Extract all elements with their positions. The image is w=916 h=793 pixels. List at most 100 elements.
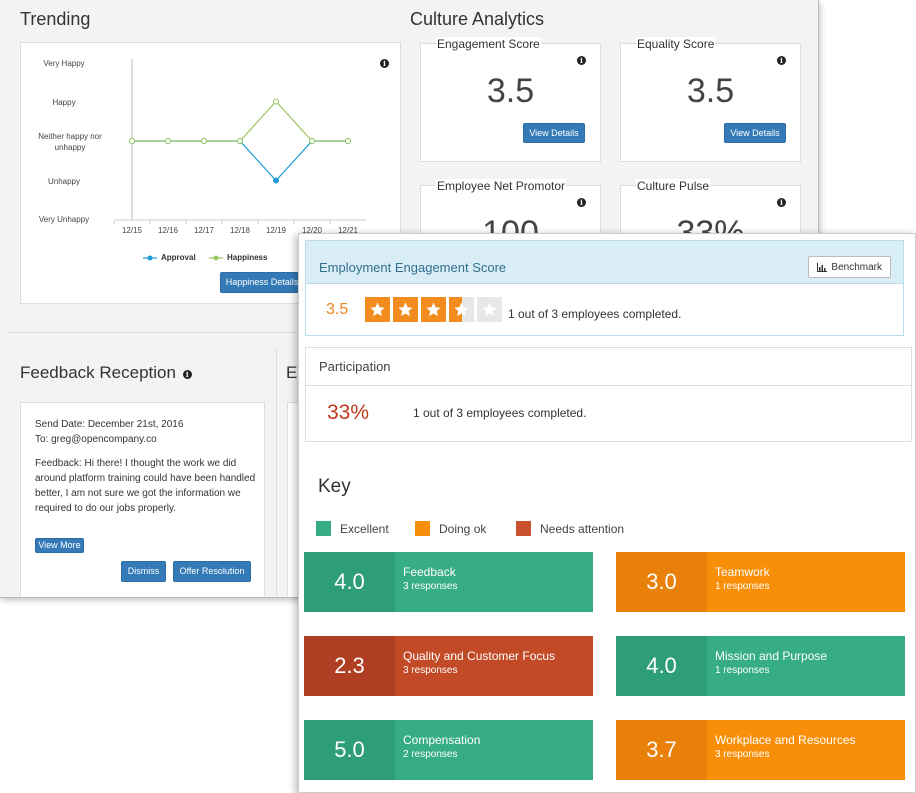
engagement-score-title: Engagement Score	[436, 37, 541, 51]
ees-header: Employment Engagement Score Benchmark	[306, 241, 903, 284]
tile-score: 2.3	[304, 636, 395, 696]
divider	[276, 348, 277, 597]
tile-score: 4.0	[304, 552, 395, 612]
equality-score-title: Equality Score	[636, 37, 716, 51]
trending-line-chart	[113, 59, 366, 224]
offer-resolution-button[interactable]: Offer Resolution	[173, 561, 251, 582]
data-point-happiness	[129, 138, 135, 144]
tile-score: 5.0	[304, 720, 395, 780]
legend-doing-ok: Doing ok	[415, 521, 486, 536]
legend-happiness: Happiness	[209, 253, 267, 262]
feedback-reception-title: Feedback Reception i	[20, 363, 192, 383]
tile-name: Feedback	[403, 565, 456, 579]
excellent-swatch	[316, 521, 331, 536]
feedback-reception-label: Feedback Reception	[20, 363, 176, 382]
bar-chart-icon	[817, 262, 828, 272]
info-icon[interactable]: i	[577, 198, 586, 207]
tile-responses: 3 responses	[715, 749, 770, 760]
feedback-recipient: To: greg@opencompany.co	[35, 434, 157, 445]
legend-approval-label: Approval	[161, 253, 196, 262]
ees-completion-text: 1 out of 3 employees completed.	[508, 307, 682, 321]
dismiss-button[interactable]: Dismiss	[121, 561, 166, 582]
category-tile-quality[interactable]: 2.3 Quality and Customer Focus 3 response…	[304, 636, 593, 696]
star-icon	[393, 297, 418, 322]
view-details-button[interactable]: View Details	[724, 123, 786, 143]
tile-score: 4.0	[616, 636, 707, 696]
info-icon[interactable]: i	[777, 198, 786, 207]
tile-name: Mission and Purpose	[715, 649, 828, 663]
culture-pulse-title: Culture Pulse	[636, 179, 711, 193]
tile-responses: 1 responses	[715, 665, 770, 676]
excellent-label: Excellent	[340, 521, 389, 536]
benchmark-button[interactable]: Benchmark	[808, 256, 891, 278]
info-icon[interactable]: i	[777, 56, 786, 65]
category-tile-compensation[interactable]: 5.0 Compensation 2 responses	[304, 720, 593, 780]
x-tick-label: 12/17	[193, 226, 215, 235]
engagement-detail-panel: Employment Engagement Score Benchmark 3.…	[298, 233, 916, 793]
ees-score-value: 3.5	[326, 301, 349, 318]
engagement-score-value: 3.5	[486, 72, 535, 110]
y-label-very-unhappy: Very Unhappy	[38, 215, 90, 224]
tile-responses: 2 responses	[403, 749, 458, 760]
trending-title: Trending	[20, 9, 91, 29]
star-icon	[477, 297, 502, 322]
legend-approval: Approval	[143, 253, 196, 262]
star-icon	[365, 297, 390, 322]
feedback-body: Feedback: Hi there! I thought the work w…	[35, 458, 256, 514]
legend-happiness-label: Happiness	[227, 253, 268, 262]
participation-title: Participation	[319, 359, 391, 374]
tile-responses: 3 responses	[403, 581, 458, 592]
tile-responses: 3 responses	[403, 665, 458, 676]
x-tick-label: 12/19	[265, 226, 287, 235]
needs-attention-swatch	[516, 521, 531, 536]
participation-completion-text: 1 out of 3 employees completed.	[413, 406, 587, 420]
data-point-happiness	[237, 138, 243, 144]
y-label-happy: Happy	[52, 98, 76, 107]
participation-percent: 33%	[327, 401, 370, 424]
series-line-approval	[132, 140, 348, 182]
category-tile-workplace[interactable]: 3.7 Workplace and Resources 3 responses	[616, 720, 905, 780]
info-icon[interactable]: i	[380, 59, 389, 68]
culture-analytics-title: Culture Analytics	[410, 9, 545, 29]
tile-score: 3.7	[616, 720, 707, 780]
doing-ok-label: Doing ok	[439, 521, 487, 536]
view-details-button[interactable]: View Details	[523, 123, 585, 143]
benchmark-label: Benchmark	[831, 261, 882, 273]
data-point-happiness	[273, 98, 279, 105]
key-title: Key	[318, 476, 351, 497]
trending-chart-card: i Very Happy Happy Neither happy nor unh…	[20, 42, 401, 304]
data-point-happiness	[201, 138, 207, 144]
tile-name: Workplace and Resources	[715, 733, 856, 747]
data-point-approval	[273, 177, 279, 184]
feedback-card: Send Date: December 21st, 2016 To: greg@…	[20, 402, 265, 597]
needs-attention-label: Needs attention	[540, 521, 625, 536]
info-icon[interactable]: i	[182, 370, 192, 379]
star-rating	[365, 297, 502, 322]
employee-net-promotor-title: Employee Net Promotor	[436, 179, 567, 193]
feedback-send-date: Send Date: December 21st, 2016	[35, 419, 184, 430]
category-tile-teamwork[interactable]: 3.0 Teamwork 1 responses	[616, 552, 905, 612]
ees-title: Employment Engagement Score	[319, 260, 507, 275]
star-icon	[449, 297, 474, 322]
engagement-score-card: Engagement Score i 3.5 View Details	[420, 37, 601, 162]
x-tick-label: 12/20	[301, 226, 323, 235]
participation-box: Participation 33% 1 out of 3 employees c…	[305, 347, 912, 442]
tile-responses: 1 responses	[715, 581, 770, 592]
view-more-button[interactable]: View More	[35, 538, 84, 553]
equality-score-card: Equality Score i 3.5 View Details	[620, 37, 801, 162]
x-tick-label: 12/18	[229, 226, 251, 235]
category-tile-mission[interactable]: 4.0 Mission and Purpose 1 responses	[616, 636, 905, 696]
x-tick-label: 12/21	[337, 226, 359, 235]
category-tile-feedback[interactable]: 4.0 Feedback 3 responses	[304, 552, 593, 612]
x-tick-label: 12/16	[157, 226, 179, 235]
data-point-happiness	[165, 138, 171, 144]
series-line-happiness	[132, 100, 348, 142]
legend-needs-attention: Needs attention	[516, 521, 624, 536]
x-tick-label: 12/15	[121, 226, 143, 235]
tile-name: Teamwork	[715, 565, 770, 579]
happiness-details-button[interactable]: Happiness Details	[220, 272, 304, 293]
y-label-neutral: Neither happy nor unhappy	[38, 132, 102, 152]
tile-name: Compensation	[403, 733, 481, 747]
data-point-happiness	[345, 138, 351, 144]
info-icon[interactable]: i	[577, 56, 586, 65]
